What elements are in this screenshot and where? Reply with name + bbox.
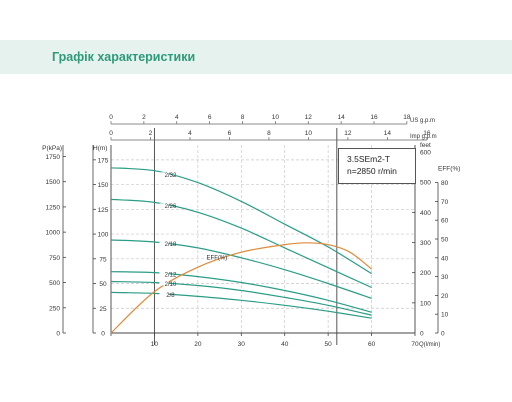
curve-label: 2/18	[165, 242, 177, 248]
curve-2-26	[110, 198, 372, 289]
us-tick-label: 10	[272, 114, 280, 121]
curve-label: 2/8	[166, 293, 175, 299]
us-tick-label: 16	[370, 114, 378, 121]
model-speed: n=2850 r/min	[347, 166, 397, 176]
x-tick-label: 40	[281, 341, 289, 348]
feet-tick-label: 500	[420, 180, 431, 187]
imp-tick-label: 14	[384, 130, 392, 137]
us-tick-label: 8	[241, 114, 245, 121]
page-title: Графік характеристики	[52, 50, 196, 64]
p-tick-label: 250	[49, 305, 60, 312]
eff-tick-label: 10	[441, 312, 449, 319]
h-tick-label: 150	[98, 182, 109, 189]
eff-tick-label: 30	[441, 274, 449, 281]
curve-label: 2/12	[165, 272, 177, 278]
imp-tick-label: 10	[305, 130, 313, 137]
imp-tick-label: 6	[228, 130, 232, 137]
header-band	[0, 40, 512, 74]
imp-tick-label: 2	[149, 130, 153, 137]
curve-labels: 2/32 2/26 2/18 2/12 2/10 2/8 EFF(%)	[159, 172, 228, 299]
p-axis-label: P(kPa)	[42, 145, 62, 152]
us-tick-label: 12	[305, 114, 313, 121]
eff-tick-label: 40	[441, 255, 449, 262]
p-tick-label: 1750	[46, 154, 61, 161]
p-tick-label: 750	[49, 255, 60, 262]
eff-tick-label: 70	[441, 199, 449, 206]
p-tick-label: 0	[56, 331, 60, 338]
p-tick-label: 1000	[46, 230, 61, 237]
us-tick-label: 14	[338, 114, 346, 121]
p-tick-label: 1250	[46, 204, 61, 211]
us-tick-label: 18	[403, 114, 411, 121]
grid	[111, 128, 415, 345]
feet-tick-label: 200	[420, 270, 431, 277]
h-tick-label: 0	[101, 331, 105, 338]
imp-tick-label: 4	[188, 130, 192, 137]
eff-tick-label: 80	[441, 180, 449, 187]
us-tick-label: 0	[109, 114, 113, 121]
axes: 10 20 30 40 50 60 70 Q(l/min)0 2 4 6 8 10 12 14 16 18 US …	[42, 114, 460, 348]
p-tick-label: 1500	[46, 179, 61, 186]
curve-label: 2/10	[165, 282, 177, 288]
curve-2-8	[110, 291, 372, 319]
x-tick-label: 70	[411, 341, 419, 348]
feet-tick-label: 0	[420, 331, 424, 338]
eff-axis-label: EFF(%)	[438, 166, 460, 173]
curve-2-12	[110, 271, 372, 313]
curve-label: 2/26	[165, 204, 177, 210]
us-tick-label: 4	[175, 114, 179, 121]
x-tick-label: 50	[325, 341, 333, 348]
imp-tick-label: 12	[344, 130, 352, 137]
imp-tick-label: 8	[267, 130, 271, 137]
curves	[110, 167, 372, 334]
x-unit-label: Q(l/min)	[419, 342, 440, 348]
x-tick-label: 60	[368, 341, 376, 348]
imp-unit-label: Imp g.p.m	[410, 134, 437, 140]
feet-tick-label: 300	[420, 240, 431, 247]
feet-axis-label: feet	[420, 142, 431, 149]
h-tick-label: 25	[99, 306, 107, 313]
h-tick-label: 50	[99, 281, 107, 288]
curve-label: 2/32	[165, 173, 177, 179]
feet-tick-label: 600	[420, 150, 431, 157]
x-tick-label: 30	[238, 341, 246, 348]
h-tick-label: 175	[98, 157, 109, 164]
imp-tick-label: 16	[423, 130, 431, 137]
imp-tick-label: 0	[109, 130, 113, 137]
eff-tick-label: 0	[441, 331, 445, 338]
us-tick-label: 2	[142, 114, 146, 121]
feet-tick-label: 100	[420, 300, 431, 307]
eff-tick-label: 60	[441, 218, 449, 225]
h-tick-label: 125	[98, 207, 109, 214]
h-axis-label: H(m)	[93, 145, 107, 152]
efficiency-label: EFF(%)	[207, 256, 228, 262]
h-tick-label: 100	[98, 232, 109, 239]
eff-tick-label: 50	[441, 237, 449, 244]
model-name: 3.5SEm2-T	[347, 154, 390, 164]
x-tick-label: 10	[151, 341, 159, 348]
x-tick-label: 20	[194, 341, 202, 348]
curve-2-10	[110, 280, 372, 316]
curve-2-18	[110, 239, 372, 299]
model-box: 3.5SEm2-T n=2850 r/min	[338, 148, 416, 184]
curve-2-32	[110, 167, 372, 275]
feet-tick-label: 400	[420, 210, 431, 217]
h-tick-label: 75	[99, 256, 107, 263]
us-unit-label: US g.p.m	[410, 118, 435, 124]
us-tick-label: 6	[208, 114, 212, 121]
eff-tick-label: 20	[441, 293, 449, 300]
p-tick-label: 500	[49, 280, 60, 287]
